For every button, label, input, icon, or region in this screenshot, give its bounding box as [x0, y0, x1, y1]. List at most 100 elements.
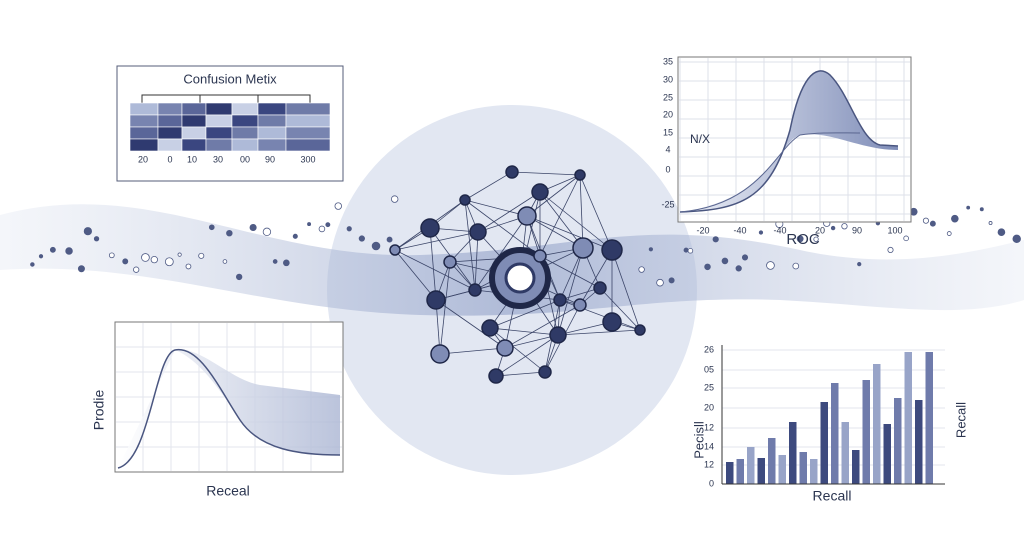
dot [735, 265, 742, 272]
edge [489, 327, 546, 373]
node [573, 298, 587, 312]
edge [394, 249, 437, 301]
bar [747, 447, 755, 484]
matrix: 20 0 10 30 00 90 300 [129, 102, 331, 164]
edge [526, 174, 581, 217]
bar [831, 383, 839, 484]
tick-label: 25 [704, 382, 714, 392]
node [505, 165, 519, 179]
cell [129, 102, 159, 116]
edge [464, 171, 513, 201]
roc-curve [679, 70, 899, 213]
cell [231, 126, 259, 140]
bar [820, 402, 828, 484]
cell [181, 126, 207, 140]
cell [285, 138, 331, 152]
dot [371, 241, 381, 251]
tick-label: 15 [663, 127, 673, 137]
cell [181, 138, 207, 152]
node [389, 244, 401, 256]
dot [946, 231, 952, 236]
edge [474, 231, 479, 291]
bar [768, 438, 776, 484]
tick-label: 25 [663, 92, 673, 102]
dot [141, 253, 150, 262]
dot [741, 254, 749, 261]
bar [841, 422, 849, 484]
edge [611, 249, 641, 331]
node [634, 324, 646, 336]
tick-label: 00 [240, 154, 250, 164]
roc-curve [679, 132, 861, 213]
cell [257, 126, 287, 140]
dot [292, 233, 298, 239]
dot [951, 214, 959, 223]
dot [164, 257, 174, 267]
axis-label: Prodie [91, 390, 107, 431]
node [533, 249, 547, 263]
tick-label: 4 [665, 144, 670, 154]
edge [394, 231, 479, 251]
edge [539, 255, 601, 289]
dot [318, 225, 326, 233]
tick-label: 05 [704, 364, 714, 374]
dot [49, 246, 56, 253]
dot [390, 195, 399, 203]
edge [495, 334, 559, 377]
axis-label: Recall [953, 402, 968, 438]
dot [792, 262, 800, 270]
dot [334, 202, 342, 210]
edge [495, 371, 546, 377]
tick-label: 14 [704, 441, 714, 451]
bar [862, 380, 870, 484]
dot [796, 235, 804, 243]
dot [325, 222, 331, 228]
dot [648, 247, 653, 252]
edge [599, 287, 641, 331]
node [602, 312, 622, 332]
node-core [504, 262, 536, 294]
dot [668, 277, 675, 284]
tick-label: -40 [773, 225, 786, 235]
tick-label: 10 [187, 154, 197, 164]
node [601, 239, 623, 261]
edge [435, 299, 506, 349]
curve [117, 349, 341, 469]
tick-label: 35 [663, 56, 673, 66]
cell [285, 126, 331, 140]
dot [830, 225, 836, 231]
cell [285, 102, 331, 116]
dot [758, 230, 764, 235]
cell [157, 102, 183, 116]
bar [799, 452, 807, 484]
dot [988, 221, 993, 225]
node [574, 169, 586, 181]
node [459, 194, 471, 206]
edge [474, 215, 528, 291]
cell [257, 138, 287, 152]
dot [30, 262, 35, 267]
bar [810, 459, 818, 484]
cell [231, 114, 259, 128]
bar [883, 424, 891, 484]
edge [539, 191, 613, 251]
edge [429, 227, 437, 301]
edge [489, 327, 559, 336]
dot [83, 227, 92, 236]
edge [464, 199, 541, 257]
dot [841, 223, 848, 230]
dot [93, 236, 100, 242]
node [443, 255, 457, 269]
node [469, 223, 487, 241]
tick-label: 20 [815, 225, 825, 235]
axis-label: N/X [690, 132, 710, 146]
bar [778, 455, 786, 484]
dot [997, 228, 1006, 237]
dot [704, 263, 711, 271]
cell [231, 102, 259, 116]
dot [108, 252, 115, 259]
bar [726, 462, 734, 484]
edge [511, 171, 581, 176]
node [430, 344, 450, 364]
tick-label: -25 [661, 199, 674, 209]
